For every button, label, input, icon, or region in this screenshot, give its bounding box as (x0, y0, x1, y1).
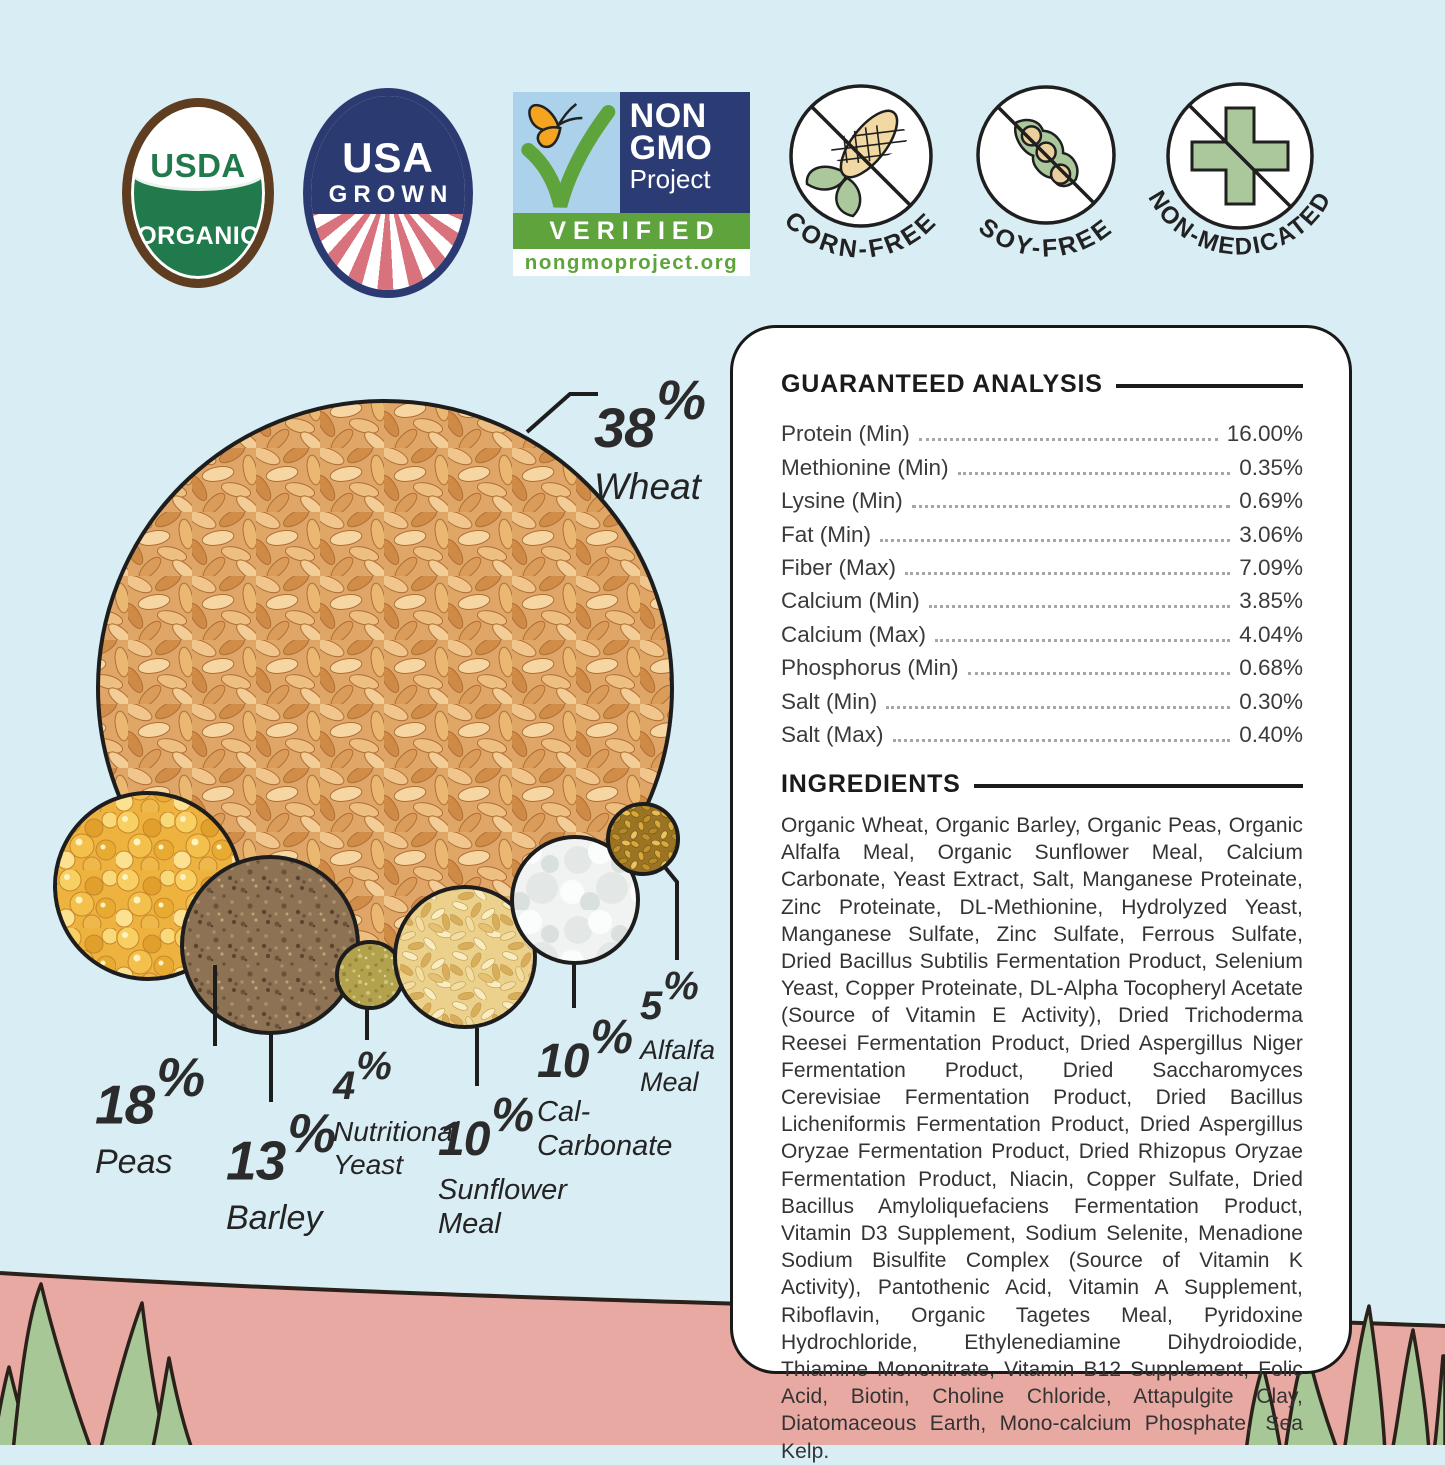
non-medicated-badge: NON-MEDICATED (1143, 82, 1335, 261)
analysis-row: Protein (Min) 16.00% (781, 421, 1303, 447)
usda-seal-top: USDA (131, 107, 265, 188)
dot-leader (967, 672, 1231, 676)
usa-grown-seal: USA GROWN (303, 88, 473, 298)
cal-carbonate-circle (510, 835, 640, 965)
grass-tuft-left (0, 1282, 193, 1445)
alfalfa-leader-line (662, 864, 679, 960)
analysis-row: Methionine (Min) 0.35% (781, 454, 1303, 480)
info-panel: GUARANTEED ANALYSIS Protein (Min) 16.00% … (730, 325, 1352, 1463)
sunburst-stripes (311, 214, 465, 290)
analysis-row: Fat (Min) 3.06% (781, 521, 1303, 547)
corn-icon (805, 105, 912, 218)
analysis-row: Calcium (Min) 3.85% (781, 588, 1303, 614)
analysis-row: Salt (Min) 0.30% (781, 688, 1303, 714)
verified-band: VERIFIED (513, 213, 750, 249)
header-rule (1115, 384, 1303, 388)
slash-icon (996, 105, 1096, 205)
ingredients-header: INGREDIENTS (781, 770, 1303, 799)
slash-icon (810, 105, 912, 207)
corn-free-badge: CORN-FREE (779, 84, 940, 264)
dot-leader (935, 638, 1231, 642)
guaranteed-analysis-header: GUARANTEED ANALYSIS (781, 370, 1303, 399)
analysis-row: Salt (Max) 0.40% (781, 721, 1303, 747)
dot-leader (911, 505, 1231, 509)
non-gmo-wordmark: NON GMO Project (619, 92, 750, 213)
dot-leader (880, 538, 1231, 542)
alfalfa-meal-circle (606, 802, 680, 876)
dot-leader (928, 605, 1231, 609)
analysis-row: Fiber (Max) 7.09% (781, 554, 1303, 580)
dot-leader (905, 571, 1231, 575)
usda-organic-seal: USDA ORGANIC (122, 98, 274, 288)
usda-seal-bottom: ORGANIC (137, 221, 259, 250)
non-gmo-verified-badge: NON GMO Project VERIFIED nongmoproject.o… (513, 92, 750, 276)
dot-leader (886, 705, 1231, 709)
sunflower-meal-circle (393, 885, 537, 1029)
non-gmo-url: nongmoproject.org (513, 249, 750, 276)
usa-grown-top: USA GROWN (311, 96, 465, 215)
guaranteed-analysis-table: Protein (Min) 16.00% Methionine (Min) 0.35… (781, 414, 1303, 748)
dot-leader (957, 471, 1231, 475)
soy-free-badge: SOY-FREE (973, 85, 1116, 263)
ingredients-text: Organic Wheat, Organic Barley, Organic P… (781, 813, 1303, 1463)
dot-leader (892, 738, 1231, 742)
wheat-leader-line (525, 392, 598, 434)
slash-icon (1187, 103, 1293, 209)
header-rule (973, 784, 1303, 788)
butterfly-sprout-icon (521, 103, 616, 208)
non-gmo-art (513, 92, 620, 213)
ingredients-title: INGREDIENTS (781, 769, 961, 798)
analysis-row: Lysine (Min) 0.69% (781, 488, 1303, 514)
analysis-row: Calcium (Max) 4.04% (781, 621, 1303, 647)
dot-leader (918, 438, 1218, 442)
analysis-row: Phosphorus (Min) 0.68% (781, 655, 1303, 681)
guaranteed-analysis-title: GUARANTEED ANALYSIS (781, 370, 1103, 398)
